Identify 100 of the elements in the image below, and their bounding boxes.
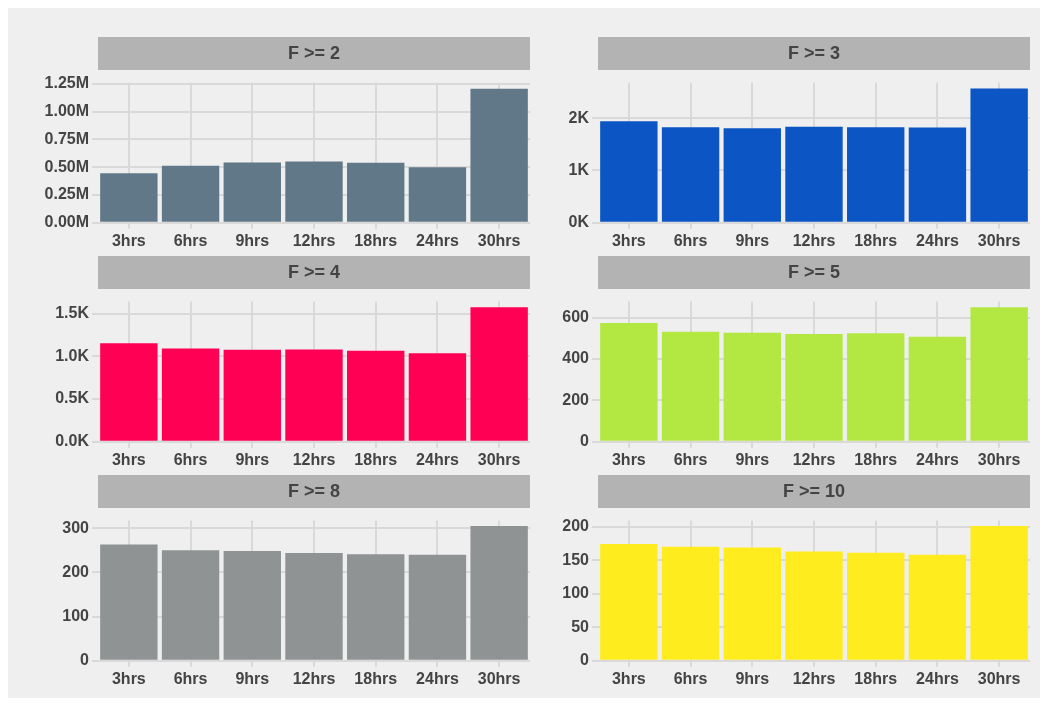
bar xyxy=(723,128,781,222)
x-tick-label: 9hrs xyxy=(235,450,270,468)
bar xyxy=(847,127,905,222)
x-tick-label: 12hrs xyxy=(792,450,836,468)
bar xyxy=(161,165,220,222)
bar xyxy=(600,544,658,660)
x-tick-label: 6hrs xyxy=(173,231,208,249)
bar xyxy=(470,307,528,441)
y-tick-label: 200 xyxy=(562,390,590,408)
x-tick-label: 12hrs xyxy=(792,231,836,249)
y-tick-label: 2K xyxy=(568,108,590,126)
x-tick-label: 9hrs xyxy=(735,231,770,249)
x-tick-label: 12hrs xyxy=(292,669,336,687)
x-tick-label: 30hrs xyxy=(477,450,521,468)
x-tick-label: 18hrs xyxy=(854,231,898,249)
x-tick-label: 30hrs xyxy=(977,669,1021,687)
x-tick-label: 18hrs xyxy=(354,231,398,249)
x-tick-label: 24hrs xyxy=(916,231,959,249)
chart-title: F >= 3 xyxy=(598,37,1030,70)
x-tick-label: 9hrs xyxy=(735,669,770,687)
bar xyxy=(223,162,281,222)
x-tick-label: 18hrs xyxy=(354,450,398,468)
bar xyxy=(600,322,658,441)
y-tick-label: 0 xyxy=(80,651,90,669)
y-tick-label: 0K xyxy=(568,213,590,231)
chart-title: F >= 2 xyxy=(98,37,530,70)
bar xyxy=(661,127,720,222)
bar xyxy=(785,126,843,222)
x-tick-label: 3hrs xyxy=(111,231,146,249)
x-tick-label: 3hrs xyxy=(611,231,646,249)
bar xyxy=(970,88,1028,222)
x-tick-label: 9hrs xyxy=(735,450,770,468)
x-tick-label: 3hrs xyxy=(611,669,646,687)
y-tick-label: 0.25M xyxy=(44,185,89,203)
y-tick-label: 200 xyxy=(562,517,590,535)
y-tick-label: 0.0K xyxy=(55,432,90,450)
x-tick-label: 12hrs xyxy=(292,231,336,249)
bar xyxy=(785,551,843,660)
bar xyxy=(723,332,781,441)
bar xyxy=(100,173,158,222)
bar xyxy=(908,554,967,660)
y-tick-label: 0.5K xyxy=(55,389,90,407)
bar xyxy=(970,307,1028,441)
bar xyxy=(723,547,781,660)
x-tick-label: 24hrs xyxy=(916,669,959,687)
x-tick-label: 9hrs xyxy=(235,669,270,687)
y-tick-label: 0 xyxy=(580,651,590,669)
bar xyxy=(970,525,1028,660)
bar xyxy=(285,161,343,222)
x-tick-label: 30hrs xyxy=(977,231,1021,249)
bar xyxy=(408,353,467,441)
bar xyxy=(785,333,843,441)
x-tick-label: 6hrs xyxy=(673,669,708,687)
y-tick-label: 0.75M xyxy=(44,129,89,147)
x-tick-label: 30hrs xyxy=(977,450,1021,468)
x-tick-label: 6hrs xyxy=(673,450,708,468)
bar xyxy=(600,121,658,222)
y-tick-label: 1.00M xyxy=(44,101,89,119)
bar xyxy=(661,546,720,660)
x-tick-label: 24hrs xyxy=(416,669,459,687)
x-tick-label: 6hrs xyxy=(673,231,708,249)
bar xyxy=(408,167,467,222)
bar xyxy=(100,343,158,441)
x-tick-label: 18hrs xyxy=(354,669,398,687)
chart-title: F >= 4 xyxy=(98,256,530,289)
bar xyxy=(470,88,528,222)
chart-title: F >= 8 xyxy=(98,475,530,508)
y-tick-label: 600 xyxy=(562,307,590,325)
x-tick-label: 9hrs xyxy=(235,231,270,249)
x-tick-label: 6hrs xyxy=(173,450,208,468)
bar xyxy=(285,349,343,441)
x-tick-label: 24hrs xyxy=(416,450,459,468)
y-tick-label: 0.50M xyxy=(44,157,89,175)
x-tick-label: 30hrs xyxy=(477,669,521,687)
y-tick-label: 100 xyxy=(562,584,590,602)
y-tick-label: 0.00M xyxy=(44,213,89,231)
y-tick-label: 400 xyxy=(562,349,590,367)
bar xyxy=(223,349,281,441)
x-tick-label: 3hrs xyxy=(111,669,146,687)
x-tick-label: 18hrs xyxy=(854,450,898,468)
x-tick-label: 30hrs xyxy=(477,231,521,249)
bar xyxy=(847,552,905,660)
x-tick-label: 3hrs xyxy=(111,450,146,468)
bar xyxy=(908,127,967,222)
y-tick-label: 1.0K xyxy=(55,346,90,364)
x-tick-label: 24hrs xyxy=(916,450,959,468)
bar xyxy=(347,162,405,222)
bar xyxy=(661,331,720,441)
chart-title: F >= 5 xyxy=(598,256,1030,289)
y-tick-label: 150 xyxy=(562,550,590,568)
x-tick-label: 3hrs xyxy=(611,450,646,468)
bar xyxy=(908,336,967,441)
y-tick-label: 1.25M xyxy=(44,74,89,92)
y-tick-label: 200 xyxy=(62,562,90,580)
x-tick-label: 12hrs xyxy=(792,669,836,687)
x-tick-label: 18hrs xyxy=(854,669,898,687)
y-tick-label: 100 xyxy=(62,606,90,624)
x-tick-label: 12hrs xyxy=(292,450,336,468)
bar xyxy=(161,348,220,441)
y-tick-label: 300 xyxy=(62,518,90,536)
